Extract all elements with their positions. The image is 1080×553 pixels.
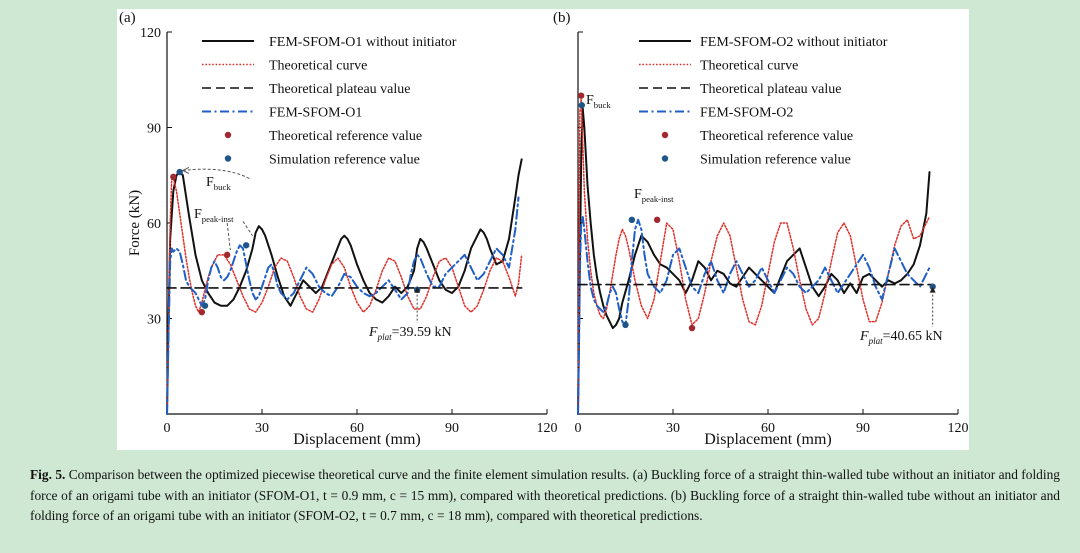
sim-ref-point — [622, 321, 629, 329]
sim-ref-point — [176, 168, 183, 176]
x-tick-label: 0 — [575, 421, 582, 436]
legend-label: FEM-SFOM-O2 without initiator — [700, 35, 888, 50]
x-tick-label: 30 — [666, 421, 680, 436]
annotation-f-peak-inst: Fpeak-inst — [194, 207, 234, 224]
annotation-f-peak-inst: Fpeak-inst — [634, 187, 674, 204]
legend: FEM-SFOM-O1 without initiator Theoretical… — [202, 35, 457, 168]
x-tick-label: 90 — [445, 421, 459, 436]
theory-ref-point — [170, 173, 177, 181]
series-line-solid — [577, 107, 931, 415]
annotation-plat-arrowhead — [414, 286, 421, 293]
legend-swatch-theory-ref — [224, 131, 232, 139]
y-tick-label: 90 — [147, 122, 161, 137]
x-tick-label: 120 — [948, 421, 969, 436]
series-group — [577, 98, 934, 415]
y-tick-label: 30 — [147, 313, 161, 328]
legend-label: Theoretical curve — [269, 59, 367, 74]
theory-ref-point — [223, 251, 231, 259]
legend-label: Theoretical reference value — [269, 129, 422, 144]
theory-ref-point — [577, 92, 585, 99]
legend-label: Simulation reference value — [269, 153, 420, 168]
annotation-f-plat: Fplat=39.59 kN — [368, 325, 452, 342]
series-line-dotted — [166, 177, 523, 415]
series-line-dashdot — [577, 215, 931, 415]
y-axis-label: Force (kN) — [127, 190, 143, 256]
x-axis-label: Displacement (mm) — [704, 431, 832, 448]
legend-label: FEM-SFOM-O1 — [269, 106, 362, 121]
x-tick-label: 90 — [856, 421, 870, 436]
annotation-buck-arrow — [182, 168, 250, 179]
series-line-solid — [166, 158, 523, 415]
legend-swatch-sim-ref — [224, 155, 232, 162]
annotation-f-plat-main: F — [859, 329, 869, 344]
annotation-f-plat-value: =39.59 kN — [392, 325, 452, 340]
annotation-f-plat: Fplat=40.65 kN — [859, 329, 943, 346]
annotation-f-plat-sub: plat — [868, 336, 884, 346]
caption-label: Fig. 5. — [30, 467, 66, 482]
sim-ref-point — [578, 102, 585, 109]
y-tick-label: 60 — [147, 217, 161, 232]
annotation-peak-arrow — [226, 222, 231, 251]
y-tick-label: 120 — [140, 26, 161, 41]
theory-ref-point — [688, 324, 696, 332]
sim-ref-point — [929, 283, 936, 290]
legend: FEM-SFOM-O2 without initiator Theoretical… — [639, 35, 888, 168]
legend-swatch-theory-ref — [661, 131, 669, 139]
caption-text: Comparison between the optimized piecewi… — [30, 467, 1060, 523]
annotation-f-buck-sub: buck — [594, 100, 612, 110]
legend-label: Simulation reference value — [700, 153, 851, 168]
annotation-f-buck: Fbuck — [206, 175, 231, 192]
annotation-plat-arrowhead — [929, 286, 936, 293]
annotation-f-plat-main: F — [368, 325, 378, 340]
legend-label: Theoretical reference value — [700, 129, 853, 144]
series-line-dotted — [577, 98, 931, 415]
annotation-f-peak-inst-main: F — [194, 207, 202, 222]
figure-caption: Fig. 5. Comparison between the optimized… — [30, 465, 1060, 527]
x-tick-label: 60 — [350, 421, 364, 436]
theory-ref-point — [653, 216, 661, 224]
annotation-f-peak-inst-sub: peak-inst — [202, 214, 234, 224]
legend-label: FEM-SFOM-O1 without initiator — [269, 35, 457, 50]
legend-label: Theoretical curve — [700, 59, 798, 74]
sim-ref-point — [628, 216, 636, 224]
x-tick-label: 60 — [761, 421, 775, 436]
annotation-f-buck: Fbuck — [586, 93, 611, 110]
x-tick-label: 0 — [164, 421, 171, 436]
x-tick-label: 120 — [537, 421, 558, 436]
annotation-f-buck-sub: buck — [214, 182, 232, 192]
sim-ref-point — [201, 302, 209, 309]
legend-swatch-sim-ref — [661, 155, 669, 162]
series-group — [166, 158, 523, 415]
panel-label: (b) — [553, 10, 571, 26]
figure: (a) 0 30 60 90 120 30 60 90 120 Force (kN) Displace… — [117, 9, 969, 450]
annotation-f-peak-inst-sub: peak-inst — [642, 194, 674, 204]
annotation-buck-arrowhead — [181, 167, 190, 174]
chart-panel-a: (a) 0 30 60 90 120 30 60 90 120 Force (kN) Displace… — [119, 10, 558, 448]
chart-panel-b: (b) 0 30 60 90 120 Displacement (mm) FEM-SFOM-O… — [553, 10, 969, 448]
annotation-f-plat-sub: plat — [377, 332, 393, 342]
legend-label: Theoretical plateau value — [269, 82, 410, 97]
legend-label: FEM-SFOM-O2 — [700, 106, 793, 121]
chart-svg: (a) 0 30 60 90 120 30 60 90 120 Force (kN) Displace… — [119, 10, 969, 448]
legend-label: Theoretical plateau value — [700, 82, 841, 97]
annotation-f-peak-inst-main: F — [634, 187, 642, 202]
x-axis-label: Displacement (mm) — [293, 431, 421, 448]
sim-ref-point — [242, 242, 250, 249]
annotation-f-buck-main: F — [586, 93, 594, 108]
annotation-peak-arrow-2 — [242, 221, 253, 237]
annotation-f-plat-value: =40.65 kN — [883, 329, 943, 344]
x-tick-label: 30 — [255, 421, 269, 436]
theory-ref-point — [198, 308, 206, 316]
panel-label: (a) — [119, 10, 136, 26]
annotation-f-buck-main: F — [206, 175, 214, 190]
